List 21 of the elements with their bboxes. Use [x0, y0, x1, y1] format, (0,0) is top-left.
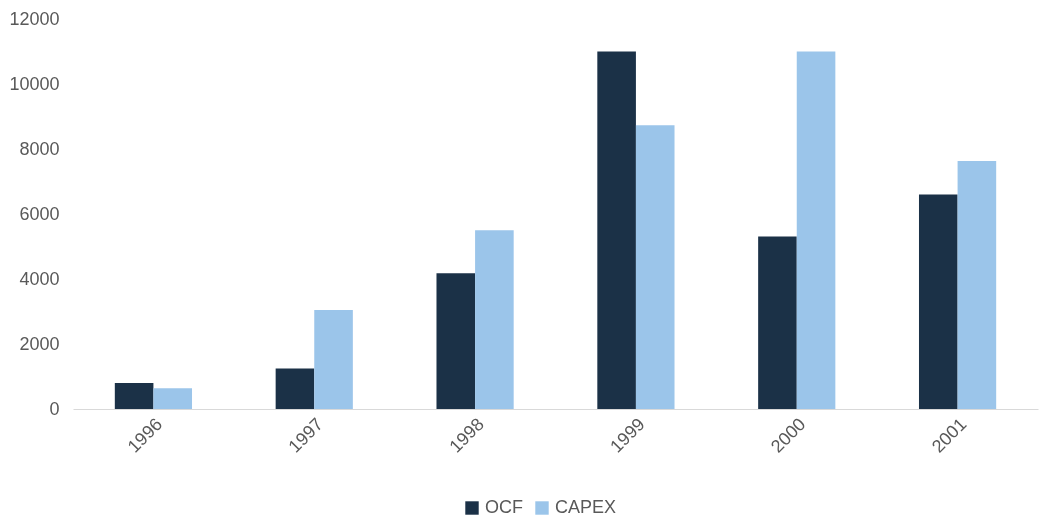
- bar: [153, 388, 193, 409]
- bar: [314, 309, 353, 409]
- bar: [597, 51, 636, 409]
- legend-label: CAPEX: [555, 497, 617, 517]
- bar: [796, 51, 836, 409]
- bar: [918, 194, 958, 409]
- bar: [436, 273, 476, 409]
- bar: [957, 161, 997, 409]
- bar: [475, 230, 514, 409]
- y-tick-label: 6000: [19, 203, 60, 224]
- y-tick-label: 8000: [19, 138, 60, 159]
- bar: [635, 125, 675, 409]
- y-tick-label: 12000: [9, 8, 60, 29]
- y-tick-label: 10000: [9, 73, 60, 94]
- bar: [275, 368, 315, 409]
- y-tick-label: 2000: [19, 333, 60, 354]
- bar: [758, 236, 797, 409]
- y-tick-label: 4000: [19, 268, 60, 289]
- y-tick-label: 0: [49, 398, 60, 419]
- legend-label: OCF: [485, 497, 523, 517]
- bar: [114, 383, 154, 409]
